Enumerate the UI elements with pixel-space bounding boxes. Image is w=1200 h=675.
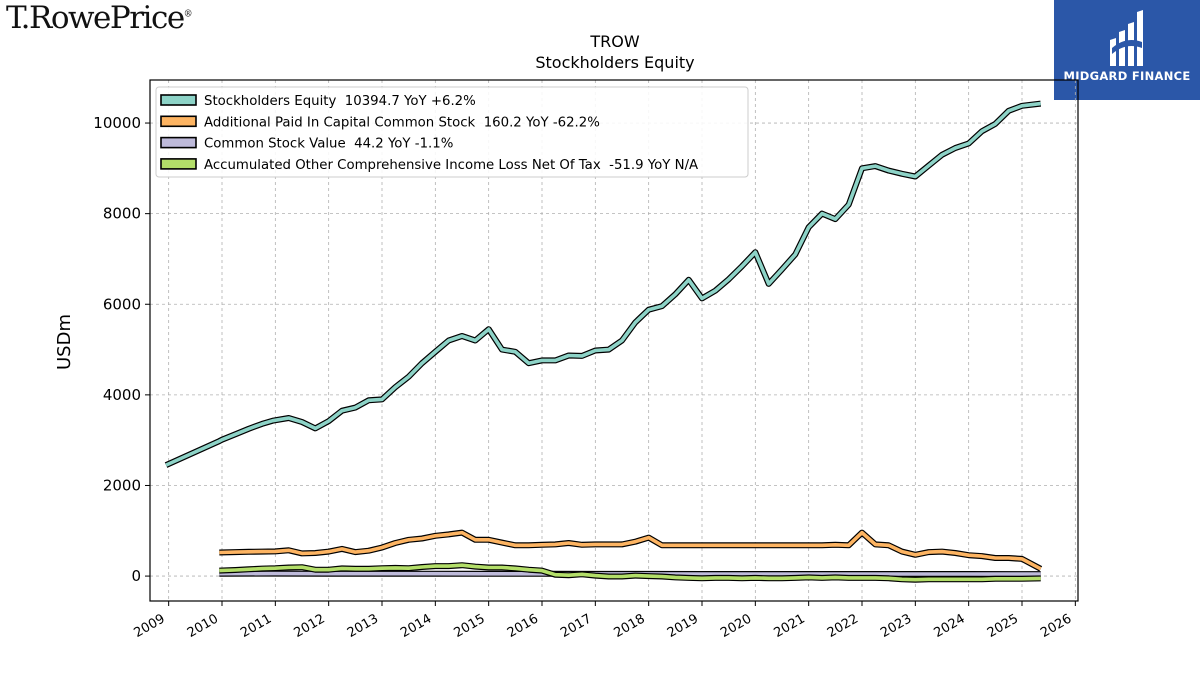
legend-swatch	[160, 158, 197, 170]
x-tick-label: 2024	[932, 611, 968, 641]
plot-frame	[149, 79, 1079, 602]
y-tick-label: 6000	[103, 295, 141, 313]
y-tick-label: 8000	[103, 205, 141, 223]
legend-swatch	[160, 115, 197, 128]
series-line	[165, 101, 1041, 467]
y-tick-label: 0	[131, 567, 141, 585]
series-line	[219, 530, 1042, 571]
x-tick-label: 2026	[1038, 611, 1074, 641]
axes: 2009 2010 2011 2012 2013 2014 2015 2016 2017 2018…	[93, 114, 1076, 641]
legend-label: Accumulated Other Comprehensive Income L…	[204, 158, 698, 173]
y-tick-label: 4000	[103, 386, 141, 404]
x-tick-label: 2023	[878, 611, 914, 641]
x-tick-label: 2015	[452, 611, 488, 641]
legend-label: Stockholders Equity 10394.7 YoY +6.2%	[204, 94, 476, 109]
legend-swatch	[160, 94, 197, 106]
legend-swatch	[160, 136, 197, 149]
y-tick-label: 2000	[103, 476, 141, 494]
x-tick-label: 2021	[772, 611, 808, 641]
x-tick-label: 2014	[398, 611, 434, 641]
x-tick-label: 2016	[505, 611, 541, 641]
x-tick-label: 2010	[185, 611, 221, 641]
x-tick-label: 2020	[718, 611, 754, 641]
x-tick-label: 2009	[132, 611, 168, 641]
y-axis-label: USDm	[54, 314, 75, 370]
x-tick-label: 2012	[292, 611, 328, 641]
x-tick-label: 2019	[665, 611, 701, 641]
legend: Stockholders Equity 10394.7 YoY +6.2% Add…	[155, 86, 749, 178]
legend-label: Additional Paid In Capital Common Stock …	[204, 115, 600, 130]
chart-title: TROW	[589, 32, 639, 51]
tRowePrice-logo: T.RowePrice®	[6, 0, 193, 36]
legend-box	[155, 86, 749, 178]
series-3	[219, 562, 1041, 583]
series-line	[219, 563, 1041, 582]
x-tick-label: 2025	[985, 611, 1021, 641]
x-tick-label: 2017	[558, 611, 594, 641]
midgard-finance-label: MIDGARD FINANCE	[1063, 69, 1191, 83]
chart-subtitle: Stockholders Equity	[535, 53, 694, 72]
series-1	[219, 529, 1043, 572]
y-tick-label: 10000	[93, 114, 141, 132]
x-tick-label: 2013	[345, 611, 381, 641]
x-tick-label: 2018	[612, 611, 648, 641]
series-0	[164, 100, 1042, 468]
x-tick-label: 2011	[238, 611, 274, 641]
legend-label: Common Stock Value 44.2 YoY -1.1%	[204, 137, 453, 152]
series-lines	[164, 100, 1043, 583]
x-tick-label: 2022	[825, 611, 861, 641]
midgard-logo-icon	[1110, 10, 1143, 66]
